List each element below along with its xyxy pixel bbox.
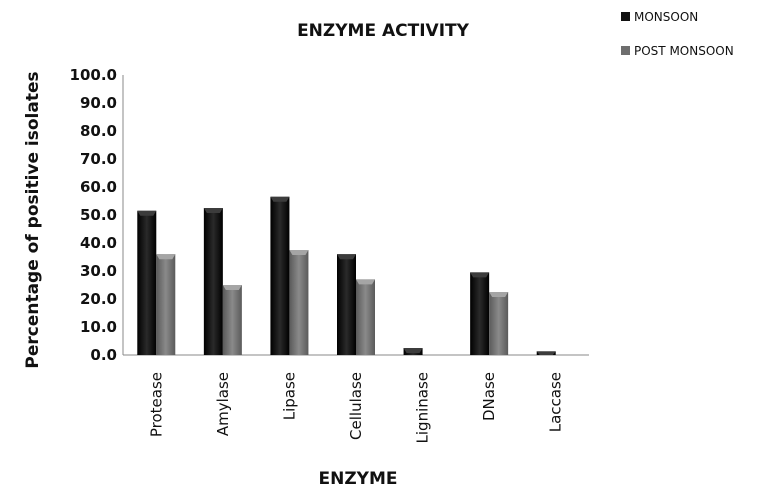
category-label-protease: Protease bbox=[147, 372, 165, 437]
chart-title: ENZYME ACTIVITY bbox=[297, 21, 470, 41]
bar-monsoon-protease bbox=[137, 210, 157, 355]
bar-monsoon-ligninase bbox=[403, 348, 423, 355]
bar-cap bbox=[536, 351, 556, 355]
x-axis-label: ENZYME bbox=[318, 469, 397, 489]
bar-cap bbox=[289, 250, 309, 255]
bar-cap bbox=[403, 348, 423, 353]
bar-monsoon-cellulase bbox=[337, 254, 356, 355]
category-label-ligninase: Ligninase bbox=[414, 372, 432, 443]
bar-cap bbox=[156, 254, 176, 260]
y-tick-label: 20.0 bbox=[80, 290, 117, 308]
y-axis-label: Percentage of positive isolates bbox=[23, 71, 43, 368]
bar-body bbox=[137, 210, 157, 355]
bar-post-monsoon-amylase bbox=[222, 285, 242, 355]
category-labels: Protease Amylase Lipase Cellulase Ligninase D… bbox=[147, 372, 564, 443]
y-tick-label: 70.0 bbox=[80, 150, 117, 168]
bar-body bbox=[489, 292, 509, 355]
bar-cap bbox=[137, 210, 157, 216]
bar-monsoon-dnase bbox=[470, 272, 490, 355]
category-label-dnase: DNase bbox=[480, 372, 498, 421]
bar-body bbox=[156, 254, 176, 355]
bar-body bbox=[337, 254, 356, 355]
y-tick-label: 30.0 bbox=[80, 262, 117, 280]
legend: MONSOON POST MONSOON bbox=[621, 10, 734, 58]
y-tick-label: 0.0 bbox=[90, 346, 117, 364]
y-tick-label: 10.0 bbox=[80, 318, 117, 336]
y-tick-label: 40.0 bbox=[80, 234, 117, 252]
bar-body bbox=[270, 196, 290, 355]
legend-swatch-monsoon bbox=[621, 12, 630, 21]
bars bbox=[137, 196, 556, 355]
y-tick-label: 50.0 bbox=[80, 206, 117, 224]
bar-body bbox=[222, 285, 242, 355]
bar-monsoon-laccase bbox=[536, 351, 556, 355]
bar-body bbox=[203, 208, 223, 355]
y-tick-label: 80.0 bbox=[80, 122, 117, 140]
bar-post-monsoon-cellulase bbox=[356, 279, 375, 355]
bar-cap bbox=[356, 279, 375, 285]
legend-label-post-monsoon: POST MONSOON bbox=[634, 44, 734, 58]
legend-swatch-post-monsoon bbox=[621, 46, 630, 55]
bar-cap bbox=[270, 196, 290, 202]
y-tick-labels: 0.0 10.0 20.0 30.0 40.0 50.0 60.0 70.0 80.0 90.0 1… bbox=[70, 66, 117, 364]
category-label-cellulase: Cellulase bbox=[347, 372, 365, 440]
bar-cap bbox=[470, 272, 490, 278]
bar-monsoon-amylase bbox=[203, 208, 223, 355]
category-label-laccase: Laccase bbox=[547, 372, 565, 432]
bar-body bbox=[470, 272, 490, 355]
category-label-amylase: Amylase bbox=[214, 372, 232, 436]
bar-body bbox=[356, 279, 375, 355]
bar-post-monsoon-protease bbox=[156, 254, 176, 355]
bar-post-monsoon-lipase bbox=[289, 250, 309, 355]
bar-cap bbox=[337, 254, 356, 260]
bar-cap bbox=[489, 292, 509, 297]
y-tick-label: 90.0 bbox=[80, 94, 117, 112]
bar-body bbox=[289, 250, 309, 355]
legend-label-monsoon: MONSOON bbox=[634, 10, 698, 24]
bar-cap bbox=[203, 208, 223, 213]
bar-post-monsoon-dnase bbox=[489, 292, 509, 355]
bar-cap bbox=[222, 285, 242, 290]
y-tick-label: 60.0 bbox=[80, 178, 117, 196]
y-tick-label: 100.0 bbox=[70, 66, 117, 84]
bar-monsoon-lipase bbox=[270, 196, 290, 355]
category-label-lipase: Lipase bbox=[280, 372, 298, 420]
